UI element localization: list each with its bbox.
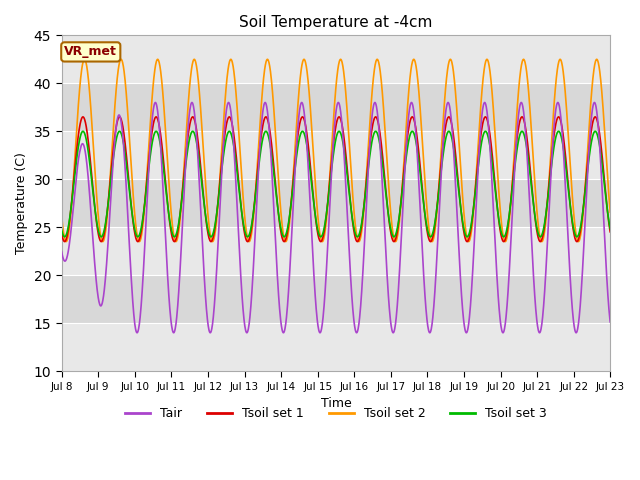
Tsoil set 2 [58,212,65,218]
Bar [61,84,611,131]
Tsoil set 1 [496,224,504,230]
Bar [61,323,611,371]
Tsoil set 3 [211,222,219,228]
Tsoil set 3 [79,128,87,134]
Tair [211,292,219,298]
Tsoil set 2 [558,62,566,68]
Line: Tsoil set 3: Tsoil set 3 [61,131,610,237]
Tsoil set 1 [211,224,219,230]
Bar [61,179,611,227]
Tsoil set 1 [352,237,360,243]
Legend: Tair, Tsoil set 1, Tsoil set 2, Tsoil set 3: Tair, Tsoil set 1, Tsoil set 2, Tsoil se… [120,402,552,425]
Tair [58,249,65,254]
Tair [496,312,504,318]
Bar [61,227,611,275]
Tair [364,171,372,177]
Tsoil set 2 [496,200,504,205]
Tsoil set 1 [573,239,581,244]
Bar [61,36,611,84]
Tair [152,100,159,106]
Tair [573,327,581,333]
Tair [606,319,614,325]
Tsoil set 3 [61,234,68,240]
Line: Tsoil set 2: Tsoil set 2 [61,60,610,241]
Title: Soil Temperature at -4cm: Soil Temperature at -4cm [239,15,433,30]
Tair [558,130,566,136]
Tsoil set 1 [58,230,65,236]
X-axis label: Time: Time [321,397,351,410]
Tsoil set 3 [352,233,360,239]
Tsoil set 2 [364,147,372,153]
Tair [352,329,360,335]
Tsoil set 3 [606,226,614,231]
Bar [61,131,611,179]
Tsoil set 3 [573,234,581,240]
Y-axis label: Temperature (C): Temperature (C) [15,152,28,254]
Tsoil set 1 [61,239,68,244]
Tsoil set 2 [81,57,88,62]
Tsoil set 2 [211,230,219,236]
Tsoil set 3 [496,222,504,228]
Tsoil set 1 [364,160,372,166]
Text: VR_met: VR_met [65,46,117,59]
Tsoil set 2 [62,239,70,244]
Tsoil set 3 [558,138,566,144]
Bar [61,275,611,323]
Tsoil set 2 [352,228,360,234]
Line: Tsoil set 1: Tsoil set 1 [61,117,610,241]
Tsoil set 1 [606,229,614,235]
Line: Tair: Tair [61,103,610,333]
Tsoil set 2 [573,237,581,243]
Tair [133,330,141,336]
Tsoil set 3 [58,227,65,233]
Tsoil set 1 [558,125,566,131]
Tsoil set 2 [606,209,614,215]
Tsoil set 1 [79,114,87,120]
Tsoil set 3 [364,168,372,173]
